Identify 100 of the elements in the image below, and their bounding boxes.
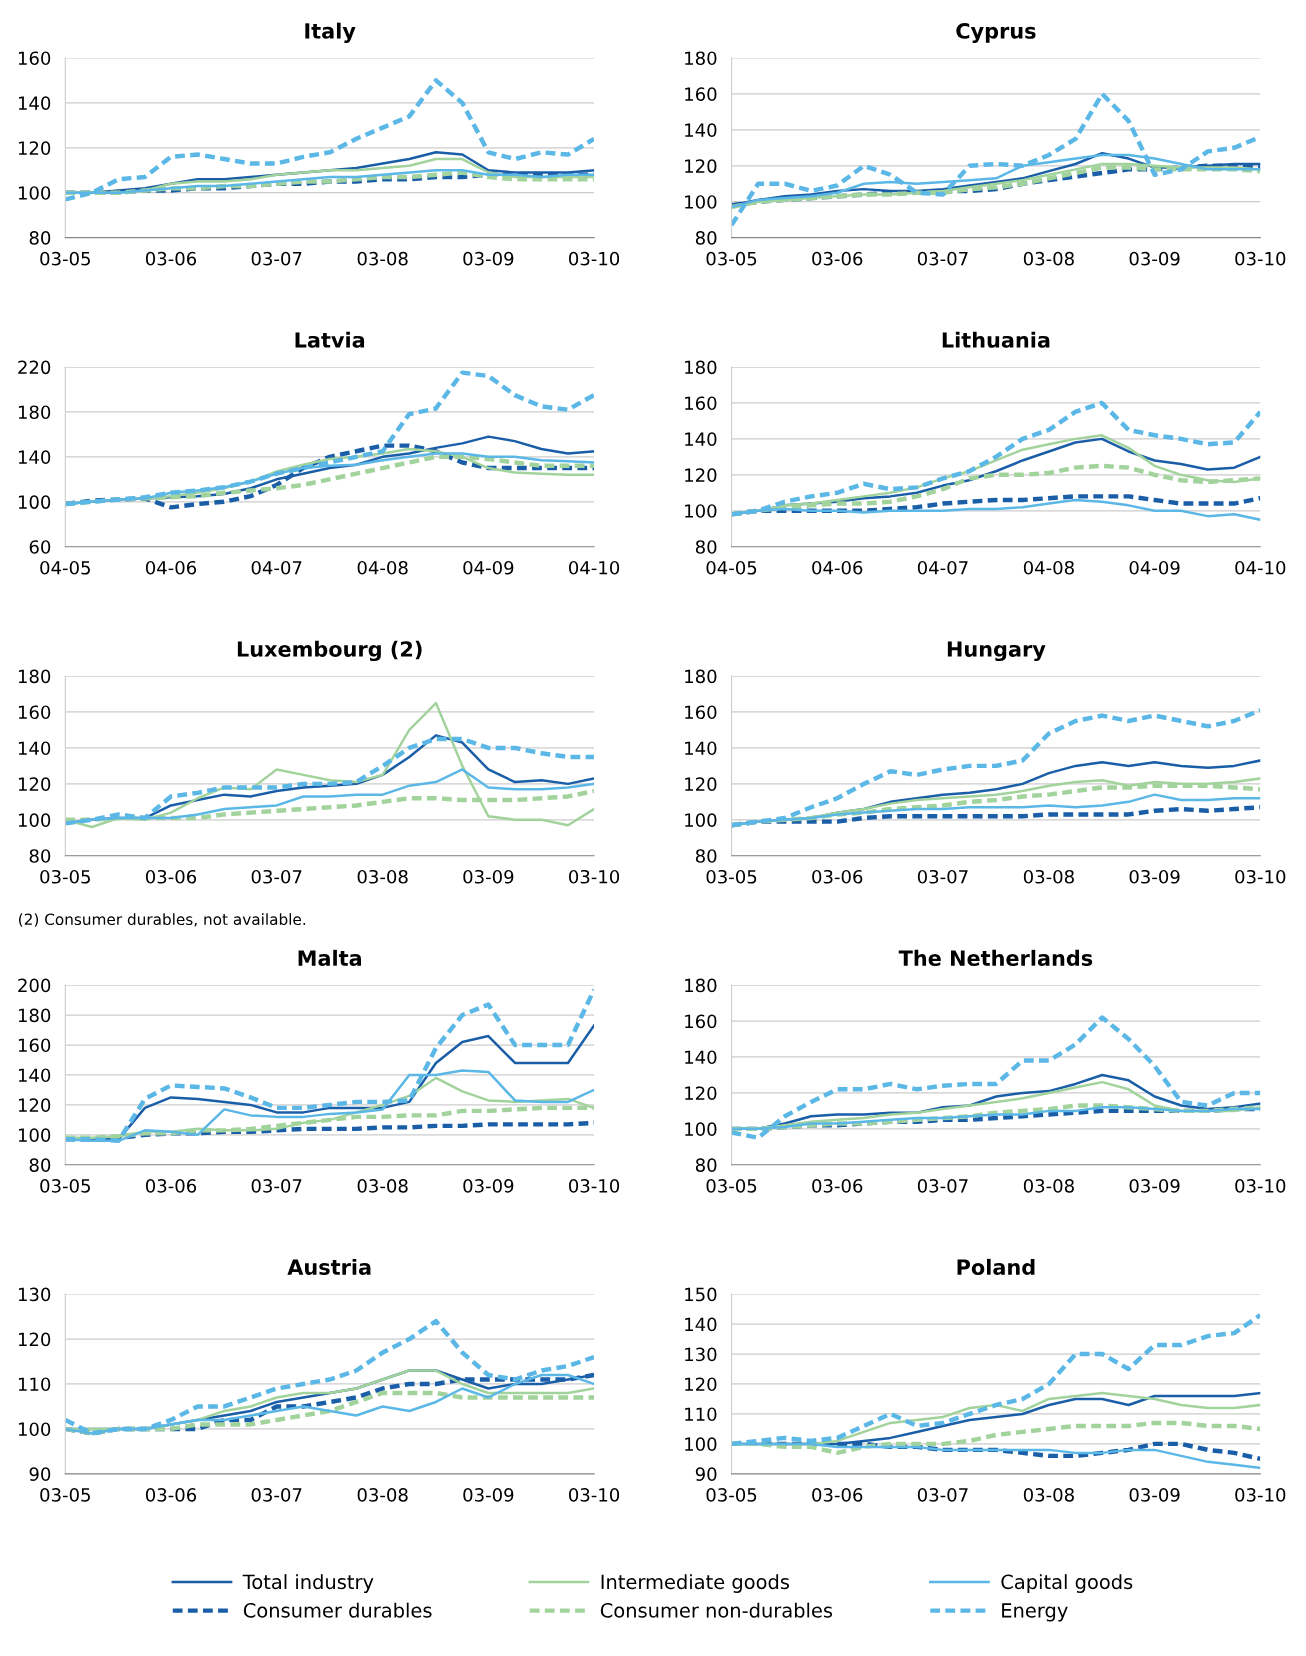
y-tick-label: 100 <box>18 186 51 200</box>
x-tick-label: 04-06 <box>145 560 197 575</box>
y-tick-label: 120 <box>18 1332 51 1347</box>
chart-title: Hungary <box>947 641 1046 662</box>
y-tick-label: 120 <box>685 468 717 482</box>
y-tick-label: 120 <box>685 159 717 173</box>
y-tick-label: 60 <box>29 540 51 554</box>
x-tick-label: 03-10 <box>1235 1488 1286 1502</box>
y-tick-label: 80 <box>29 231 51 245</box>
y-tick-label: 100 <box>685 1437 717 1452</box>
x-tick-label: 03-06 <box>812 1179 863 1193</box>
y-tick-label: 140 <box>685 1317 717 1332</box>
y-tick-label: 140 <box>18 1068 51 1083</box>
x-tick-label: 03-08 <box>1023 1179 1074 1193</box>
y-tick-label: 160 <box>685 396 717 411</box>
x-tick-label: 03-09 <box>1129 869 1180 884</box>
y-tick-label: 220 <box>18 360 51 375</box>
x-tick-label: 03-05 <box>40 869 90 884</box>
x-tick-label: 03-10 <box>569 1488 620 1502</box>
x-tick-label: 03-06 <box>812 251 863 266</box>
x-tick-label: 03-09 <box>1129 1179 1180 1193</box>
legend-label: Consumer durables <box>243 1602 432 1618</box>
x-tick-label: 03-09 <box>463 1488 514 1502</box>
chart-title: Luxembourg (2) <box>237 640 422 662</box>
x-tick-label: 03-08 <box>1023 251 1074 266</box>
x-tick-label: 03-10 <box>569 1179 620 1193</box>
chart-title: Poland <box>957 1258 1035 1276</box>
y-tick-label: 180 <box>685 669 717 684</box>
x-tick-label: 03-06 <box>145 1179 197 1193</box>
x-tick-label: 03-05 <box>40 1179 90 1193</box>
y-tick-label: 140 <box>685 123 717 137</box>
y-tick-label: 150 <box>685 1287 717 1302</box>
x-tick-label: 03-08 <box>357 251 408 266</box>
y-tick-label: 100 <box>685 504 717 518</box>
x-tick-label: 03-09 <box>463 1179 514 1193</box>
x-tick-label: 03-05 <box>706 1179 757 1193</box>
x-tick-label: 03-07 <box>251 1488 302 1502</box>
y-tick-label: 80 <box>695 849 717 863</box>
x-tick-label: 03-09 <box>463 251 514 266</box>
x-tick-label: 03-05 <box>40 1488 90 1502</box>
y-tick-label: 120 <box>18 777 51 791</box>
y-tick-label: 120 <box>685 1377 717 1392</box>
y-tick-label: 180 <box>685 51 717 66</box>
y-tick-label: 80 <box>29 1158 51 1172</box>
y-tick-label: 80 <box>695 1158 717 1172</box>
x-tick-label: 03-10 <box>1235 869 1286 884</box>
x-tick-label: 04-07 <box>251 560 302 575</box>
x-tick-label: 03-10 <box>1235 1179 1286 1193</box>
x-tick-label: 03-05 <box>706 869 757 884</box>
chart-title: Italy <box>305 22 356 44</box>
x-tick-label: 03-08 <box>357 1488 408 1502</box>
y-tick-label: 100 <box>18 813 51 827</box>
x-tick-label: 03-10 <box>1235 251 1286 266</box>
x-tick-label: 04-09 <box>463 560 514 575</box>
x-tick-label: 03-07 <box>917 1488 968 1502</box>
y-tick-label: 140 <box>18 96 51 110</box>
x-tick-label: 03-08 <box>357 869 408 884</box>
y-tick-label: 110 <box>685 1407 717 1422</box>
y-tick-label: 160 <box>685 705 717 720</box>
y-tick-label: 140 <box>685 741 717 756</box>
legend-label: Capital goods <box>1001 1574 1133 1593</box>
x-tick-label: 04-05 <box>706 560 757 575</box>
x-tick-label: 03-06 <box>145 251 197 266</box>
x-tick-label: 04-06 <box>812 560 863 575</box>
x-tick-label: 03-08 <box>1023 1488 1074 1502</box>
x-tick-label: 03-08 <box>357 1179 408 1193</box>
x-tick-label: 03-06 <box>812 869 863 884</box>
y-tick-label: 140 <box>685 432 717 446</box>
chart-title: Latvia <box>295 331 365 348</box>
x-tick-label: 04-09 <box>1129 560 1180 575</box>
text: (2) Consumer durables, not available. <box>19 913 306 927</box>
x-tick-label: 04-10 <box>1235 560 1286 575</box>
x-tick-label: 03-09 <box>1129 1488 1180 1502</box>
y-tick-label: 110 <box>18 1377 51 1392</box>
y-tick-label: 180 <box>18 1008 51 1023</box>
x-tick-label: 03-07 <box>917 869 968 884</box>
y-tick-label: 140 <box>18 741 51 756</box>
chart-title: The Netherlands <box>898 949 1093 966</box>
y-tick-label: 80 <box>29 849 51 863</box>
y-tick-label: 130 <box>18 1287 51 1302</box>
y-tick-label: 160 <box>18 1038 51 1053</box>
x-tick-label: 03-09 <box>463 869 514 884</box>
x-tick-label: 03-08 <box>1023 869 1074 884</box>
y-tick-label: 140 <box>18 450 51 464</box>
x-tick-label: 04-05 <box>40 560 90 575</box>
legend-label: Total industry <box>242 1574 374 1593</box>
x-tick-label: 03-07 <box>917 1179 968 1193</box>
y-tick-label: 80 <box>695 540 717 554</box>
y-tick-label: 180 <box>18 405 51 420</box>
x-tick-label: 04-08 <box>357 560 408 575</box>
y-tick-label: 180 <box>18 669 51 684</box>
y-tick-label: 100 <box>18 1422 51 1437</box>
y-tick-label: 160 <box>685 1014 717 1029</box>
x-tick-label: 04-08 <box>1023 560 1074 575</box>
y-tick-label: 140 <box>685 1050 717 1065</box>
y-tick-label: 90 <box>29 1467 51 1481</box>
x-tick-label: 03-09 <box>1129 251 1180 266</box>
y-tick-label: 120 <box>18 141 51 155</box>
y-tick-label: 160 <box>18 705 51 720</box>
y-tick-label: 100 <box>18 1128 51 1142</box>
